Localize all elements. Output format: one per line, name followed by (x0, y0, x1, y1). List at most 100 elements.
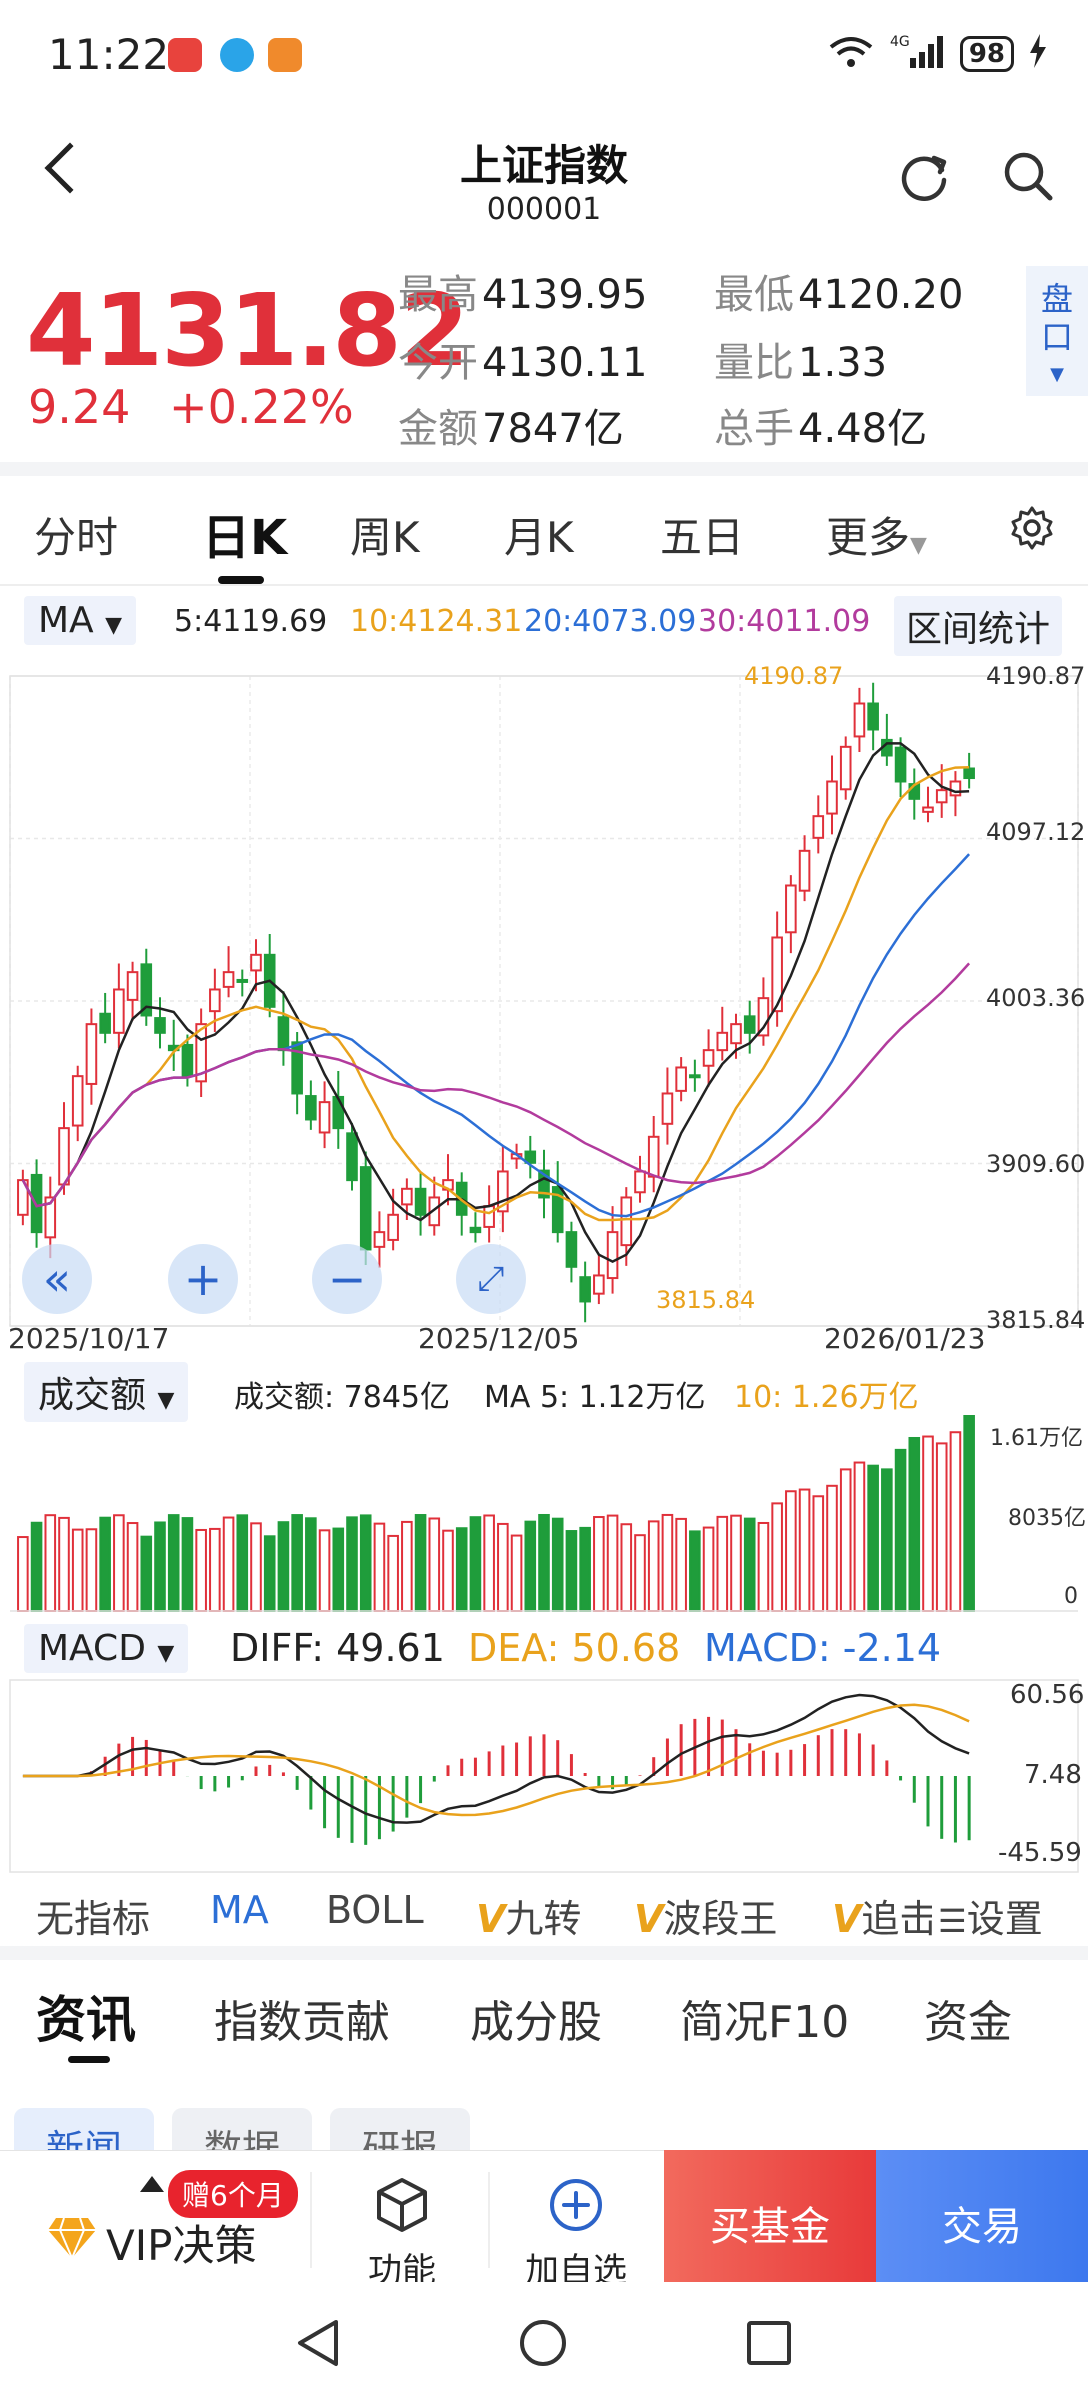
candles (17, 682, 975, 1323)
candle-up (647, 1135, 660, 1178)
indicator-jiuzhuan[interactable]: V九转 (476, 1897, 582, 1941)
candle-down (99, 1012, 111, 1034)
change-percent: +0.22% (169, 380, 354, 434)
volume-value: 成交额: 7845亿 (234, 1380, 450, 1415)
indicator-none[interactable]: 无指标 (36, 1897, 151, 1941)
macd-selector[interactable]: MACD ▼ (24, 1624, 189, 1673)
expand-icon[interactable]: ⤢ (456, 1244, 526, 1314)
trade-button[interactable]: 交易 (876, 2150, 1088, 2282)
nav-recents-icon[interactable] (746, 2320, 792, 2370)
tab-monthly-k[interactable]: 月K (504, 513, 574, 562)
macd-dea: DEA: 50.68 (468, 1626, 681, 1670)
candle-up (661, 1092, 674, 1125)
volume-bar (812, 1495, 825, 1612)
vip-decision-button[interactable]: VIP决策 (106, 2221, 257, 2270)
volume-bar (524, 1520, 537, 1612)
candle-up (428, 1196, 441, 1227)
volume-y-tick: 8035亿 (1008, 1506, 1086, 1531)
refresh-icon[interactable] (896, 148, 952, 208)
volume-bar (17, 1536, 29, 1613)
ma-selector[interactable]: MA ▼ (24, 596, 137, 645)
volume-bar (305, 1517, 317, 1613)
volume-bar (510, 1534, 523, 1612)
svg-text:4G: 4G (890, 34, 910, 50)
chevron-down-icon: ▼ (1050, 364, 1064, 385)
candle-up (318, 1101, 331, 1134)
tab-profile-f10[interactable]: 简况F10 (680, 1997, 850, 2048)
volume-selector[interactable]: 成交额 ▼ (24, 1362, 189, 1422)
volume-bar (565, 1530, 578, 1613)
candle-down (359, 1166, 372, 1251)
volume-bar (359, 1514, 372, 1612)
tab-funds[interactable]: 资金 (924, 1997, 1012, 2048)
volume-bar (771, 1502, 783, 1613)
news-tab-indicator (68, 2056, 110, 2063)
volume-bar (647, 1520, 660, 1613)
tab-five-day[interactable]: 五日 (660, 513, 745, 562)
candle-down (579, 1276, 591, 1303)
system-nav-bar (0, 2282, 1088, 2400)
candle-up (634, 1170, 646, 1194)
chevron-down-icon: ▼ (910, 533, 927, 558)
volume-bar (620, 1523, 633, 1613)
y-tick-label: 4190.87 (986, 662, 1086, 690)
page-title: 上证指数 (459, 141, 628, 190)
zoom-out-icon[interactable]: − (312, 1244, 382, 1314)
candle-up (771, 936, 783, 1013)
volume-bar (442, 1529, 454, 1613)
add-watchlist-button[interactable]: 加自选 (520, 2176, 632, 2292)
search-icon[interactable] (1000, 148, 1056, 208)
tab-intraday[interactable]: 分时 (34, 513, 119, 562)
buy-fund-button[interactable]: 买基金 (664, 2150, 876, 2282)
volume-bar (593, 1516, 605, 1612)
settings-gear-icon[interactable] (1008, 504, 1056, 556)
tab-daily-k[interactable]: 日K (202, 510, 288, 566)
tab-more[interactable]: 更多▼ (826, 513, 927, 562)
volume-bar (579, 1526, 591, 1612)
pankou-button[interactable]: 盘口 ▼ (1026, 266, 1088, 396)
candle-up (387, 1213, 399, 1241)
volume-bar (469, 1516, 482, 1612)
function-button[interactable]: 功能 (362, 2176, 442, 2292)
scroll-left-icon[interactable]: « (22, 1244, 92, 1314)
tab-indicator (218, 576, 264, 584)
nav-home-icon[interactable] (518, 2318, 568, 2372)
candle-up (222, 971, 235, 988)
tab-constituents[interactable]: 成分股 (470, 1997, 602, 2048)
candle-down (538, 1169, 550, 1199)
volume-bar (455, 1527, 468, 1612)
macd-diff: DIFF: 49.61 (230, 1626, 445, 1670)
volume-bar (702, 1526, 715, 1612)
low-marker: 3815.84 (656, 1286, 756, 1314)
volume-bar (551, 1517, 564, 1612)
interval-stats-button[interactable]: 区间统计 (894, 596, 1063, 656)
tab-index-contribution[interactable]: 指数贡献 (214, 1997, 390, 2048)
volume-bar (195, 1528, 207, 1613)
indicator-boduanwang[interactable]: V波段王 (634, 1897, 778, 1941)
indicator-ma[interactable]: MA (210, 1888, 269, 1932)
macd-chart (9, 1679, 1079, 1873)
zoom-in-icon[interactable]: + (168, 1244, 238, 1314)
volume-bars (10, 1415, 1078, 1613)
candle-down (346, 1132, 358, 1182)
volume-bar (730, 1514, 742, 1612)
stat-amount: 金额 7847亿 (398, 406, 624, 452)
candle-down (469, 1226, 482, 1234)
kline-chart[interactable] (0, 656, 1088, 1886)
y-tick-label: 3815.84 (986, 1306, 1086, 1334)
chevron-down-icon: ▼ (157, 1388, 175, 1413)
volume-bar (867, 1464, 879, 1612)
volume-ma5: MA 5: 1.12万亿 (484, 1380, 706, 1415)
candle-up (826, 780, 838, 815)
tab-news-info[interactable]: 资讯 (36, 1991, 136, 2049)
candle-down (305, 1095, 317, 1121)
indicator-boll[interactable]: BOLL (326, 1888, 424, 1932)
candle-down (277, 1016, 290, 1052)
candle-up (730, 1023, 742, 1045)
indicator-zhuiji[interactable]: V追击 (832, 1897, 932, 1941)
indicator-settings[interactable]: ☰设置 (934, 1888, 1043, 1943)
volume-bar (785, 1490, 797, 1613)
candle-down (414, 1187, 427, 1216)
tab-weekly-k[interactable]: 周K (350, 513, 420, 562)
nav-back-icon[interactable] (294, 2318, 342, 2372)
